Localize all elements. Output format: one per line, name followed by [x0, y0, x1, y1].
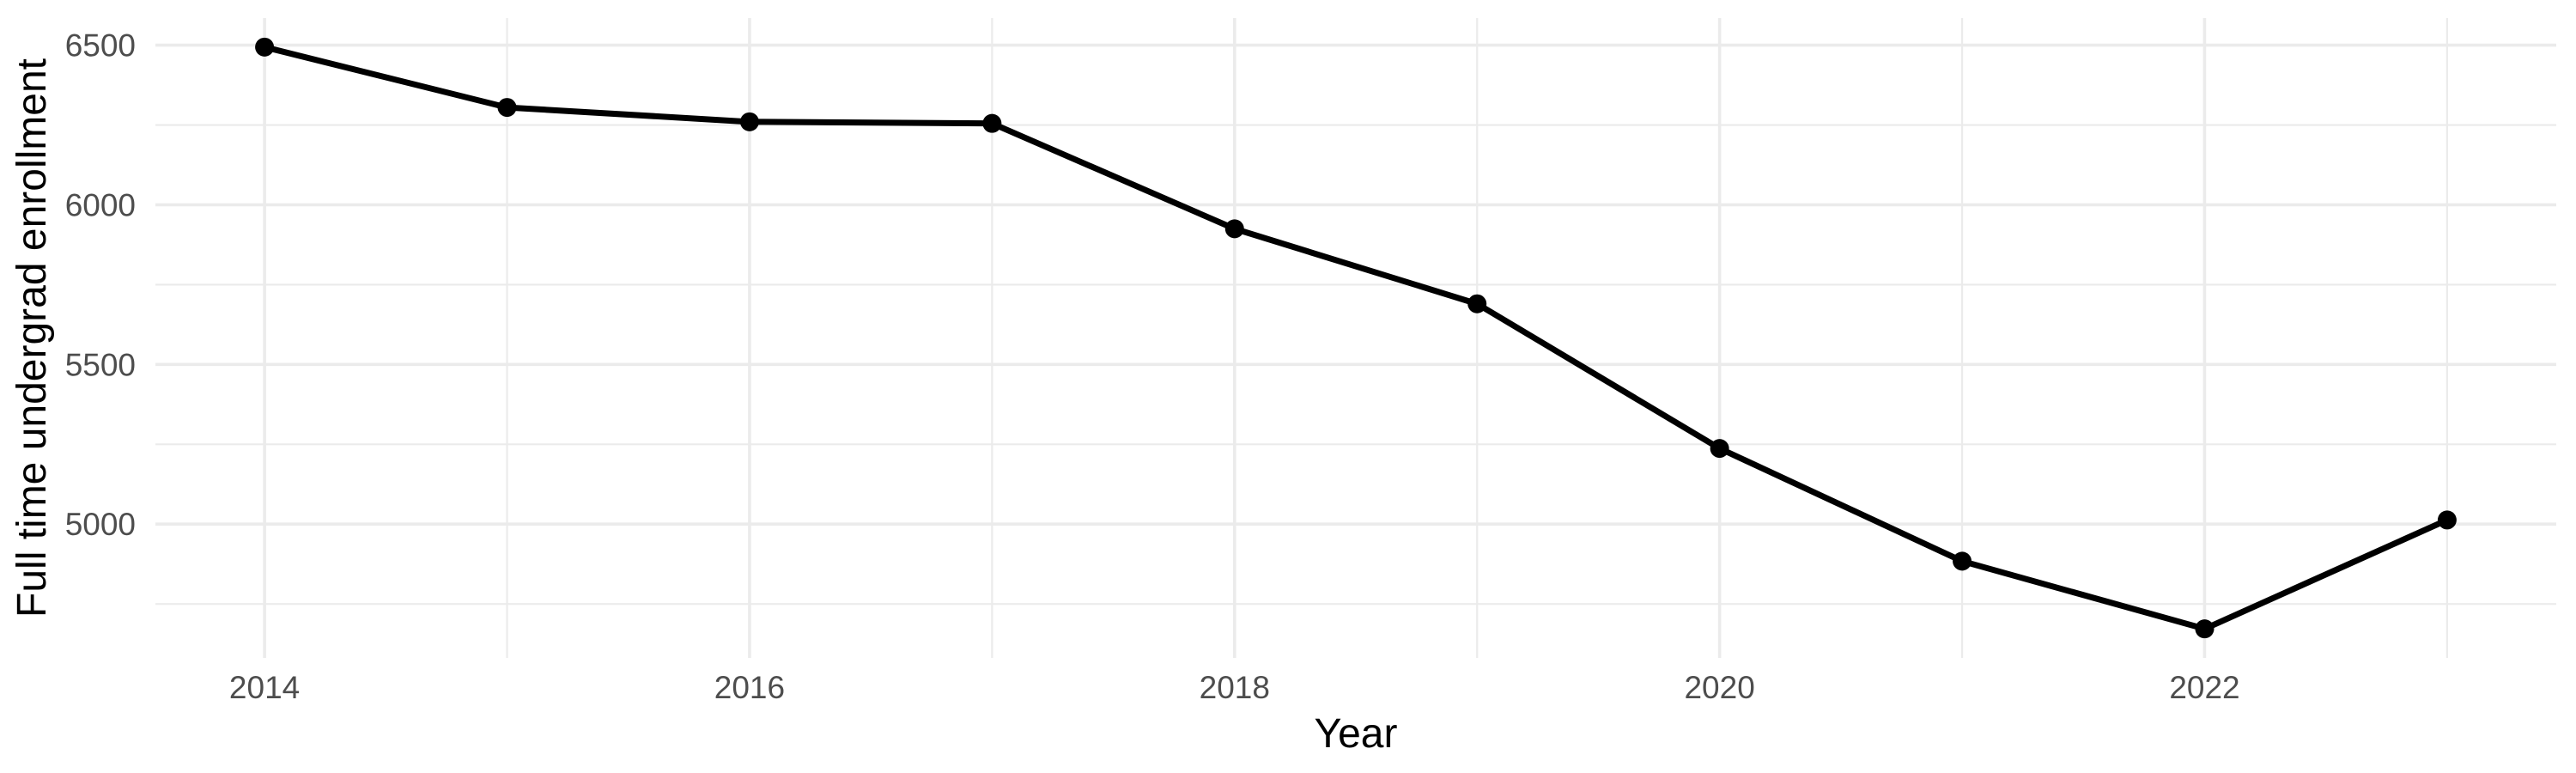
y-tick-label-6500: 6500 [65, 28, 136, 64]
enrollment-data-line [264, 44, 2449, 632]
x-tick-label-2018: 2018 [1200, 670, 1270, 705]
x-axis-tick-labels: 2014 2016 2018 2020 2022 [229, 670, 2240, 705]
y-tick-label-5000: 5000 [65, 507, 136, 542]
y-tick-label-5500: 5500 [65, 347, 136, 382]
data-points [255, 37, 2457, 639]
data-point-2021 [1953, 551, 1972, 571]
data-point-2022 [2195, 619, 2215, 639]
gridlines-minor [155, 18, 2556, 658]
data-point-2018 [1224, 219, 1244, 239]
data-point-2023 [2437, 510, 2457, 530]
data-point-2017 [982, 113, 1002, 133]
x-tick-label-2020: 2020 [1684, 670, 1754, 705]
data-point-2016 [739, 112, 759, 131]
x-axis-title: Year [1315, 711, 1398, 757]
x-tick-label-2014: 2014 [229, 670, 300, 705]
data-point-2014 [255, 37, 275, 57]
data-point-2020 [1710, 439, 1729, 459]
x-tick-label-2016: 2016 [714, 670, 785, 705]
y-tick-label-6000: 6000 [65, 187, 136, 222]
data-point-2015 [497, 98, 517, 118]
x-tick-label-2022: 2022 [2169, 670, 2239, 705]
y-axis-title: Full time undergrad enrollment [9, 58, 55, 618]
data-point-2019 [1467, 294, 1487, 313]
y-axis-tick-labels: 5000 5500 6000 6500 [65, 28, 136, 543]
